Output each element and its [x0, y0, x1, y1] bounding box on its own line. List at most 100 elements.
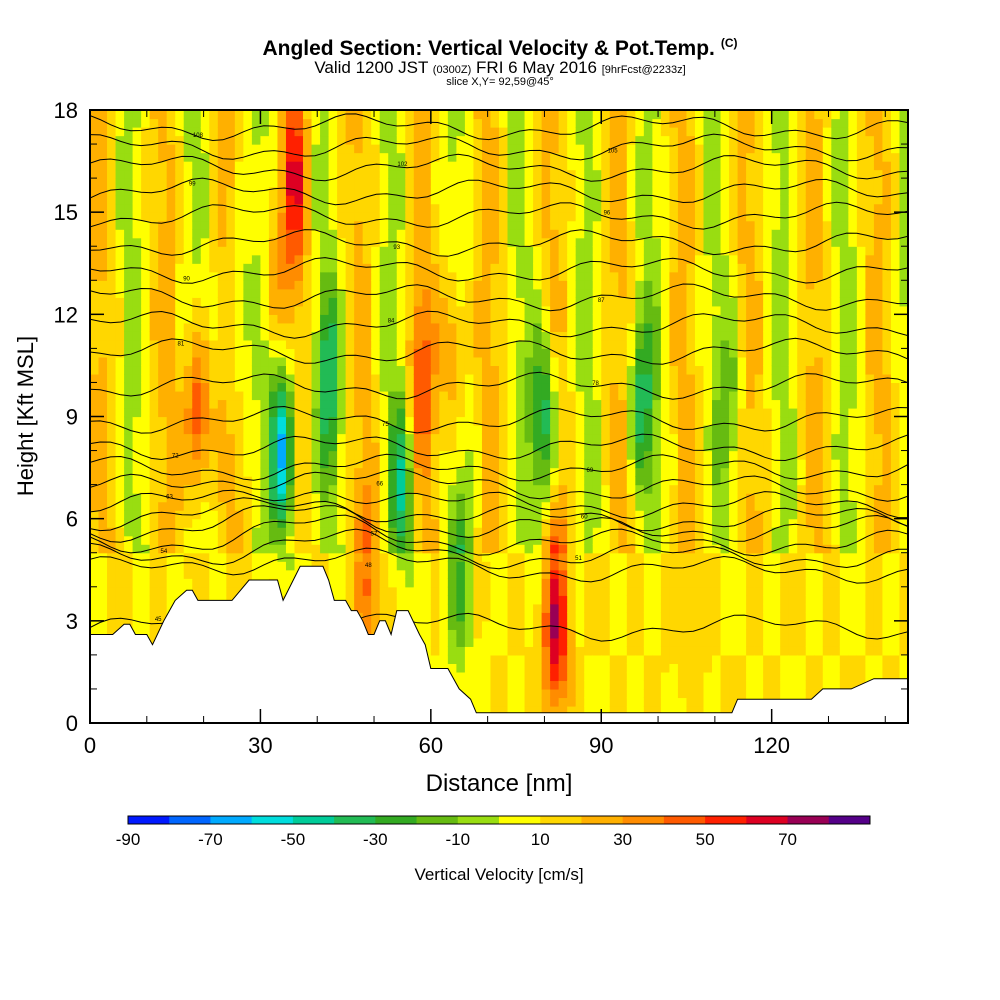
- field-cell: [516, 144, 526, 154]
- field-cell: [413, 237, 423, 247]
- field-cell: [567, 365, 577, 375]
- field-cell: [473, 356, 483, 367]
- field-cell: [481, 144, 492, 154]
- field-cell: [601, 586, 611, 596]
- field-cell: [618, 544, 628, 554]
- field-cell: [192, 331, 202, 341]
- field-cell: [430, 110, 440, 120]
- field-cell: [669, 663, 679, 673]
- field-cell: [311, 348, 321, 358]
- field-cell: [516, 195, 526, 205]
- field-cell: [192, 382, 202, 392]
- field-cell: [456, 637, 466, 647]
- field-cell: [226, 212, 236, 222]
- field-cell: [371, 433, 381, 443]
- field-cell: [217, 263, 227, 273]
- field-cell: [643, 288, 653, 298]
- field-cell: [464, 629, 475, 639]
- field-cell: [524, 510, 534, 520]
- field-cell: [567, 646, 577, 656]
- field-cell: [328, 459, 338, 469]
- field-cell: [362, 229, 372, 239]
- field-cell: [234, 510, 244, 520]
- field-cell: [464, 544, 475, 554]
- field-cell: [447, 288, 457, 298]
- field-cell: [592, 382, 602, 392]
- field-cell: [643, 552, 653, 562]
- field-cell: [473, 637, 483, 647]
- field-cell: [473, 169, 483, 179]
- field-cell: [643, 348, 653, 358]
- field-cell: [294, 339, 304, 349]
- field-cell: [575, 382, 585, 392]
- field-cell: [592, 416, 602, 426]
- field-cell: [601, 671, 611, 682]
- field-cell: [226, 459, 236, 469]
- field-cell: [183, 407, 193, 418]
- field-cell: [388, 356, 398, 367]
- field-cell: [285, 280, 296, 290]
- field-cell: [524, 637, 534, 647]
- field-cell: [430, 535, 440, 545]
- field-cell: [456, 203, 466, 213]
- field-cell: [669, 348, 679, 358]
- field-cell: [567, 705, 577, 716]
- field-cell: [345, 263, 355, 273]
- field-cell: [507, 544, 517, 554]
- field-cell: [490, 501, 500, 511]
- field-cell: [158, 144, 168, 154]
- field-cell: [303, 399, 313, 409]
- field-cell: [388, 467, 398, 477]
- field-cell: [643, 186, 653, 196]
- field-cell: [149, 399, 159, 409]
- field-cell: [158, 476, 168, 486]
- field-cell: [669, 152, 679, 162]
- field-cell: [660, 178, 671, 188]
- field-cell: [303, 305, 313, 315]
- field-cell: [413, 552, 423, 562]
- field-cell: [490, 561, 500, 571]
- field-cell: [234, 280, 244, 290]
- field-cell: [669, 246, 679, 256]
- field-cell: [260, 348, 270, 358]
- field-cell: [285, 288, 296, 298]
- field-cell: [660, 459, 671, 469]
- field-cell: [337, 314, 347, 324]
- field-cell: [533, 663, 543, 673]
- field-cell: [107, 271, 117, 281]
- field-cell: [166, 527, 176, 537]
- field-cell: [422, 254, 432, 264]
- field-cell: [575, 697, 585, 707]
- field-cell: [550, 212, 560, 222]
- field-cell: [550, 535, 560, 545]
- field-cell: [183, 203, 193, 213]
- field-cell: [422, 552, 432, 562]
- field-cell: [107, 356, 117, 367]
- field-cell: [473, 314, 483, 324]
- field-cell: [558, 212, 568, 222]
- field-cell: [660, 425, 671, 435]
- field-cell: [405, 416, 415, 426]
- field-cell: [473, 161, 483, 171]
- field-cell: [601, 203, 611, 213]
- field-cell: [303, 416, 313, 426]
- field-cell: [277, 280, 287, 290]
- field-cell: [345, 331, 355, 341]
- field-cell: [499, 561, 509, 571]
- field-cell: [192, 459, 202, 469]
- field-cell: [652, 152, 662, 162]
- field-cell: [90, 603, 100, 613]
- field-cell: [575, 442, 585, 452]
- field-cell: [524, 442, 534, 452]
- field-cell: [541, 637, 551, 647]
- field-cell: [481, 331, 492, 341]
- field-cell: [413, 561, 423, 571]
- field-cell: [601, 595, 611, 605]
- field-cell: [592, 637, 602, 647]
- field-cell: [379, 203, 389, 213]
- field-cell: [643, 212, 653, 222]
- field-cell: [533, 186, 543, 196]
- field-cell: [550, 476, 560, 486]
- field-cell: [217, 425, 227, 435]
- field-cell: [533, 339, 543, 349]
